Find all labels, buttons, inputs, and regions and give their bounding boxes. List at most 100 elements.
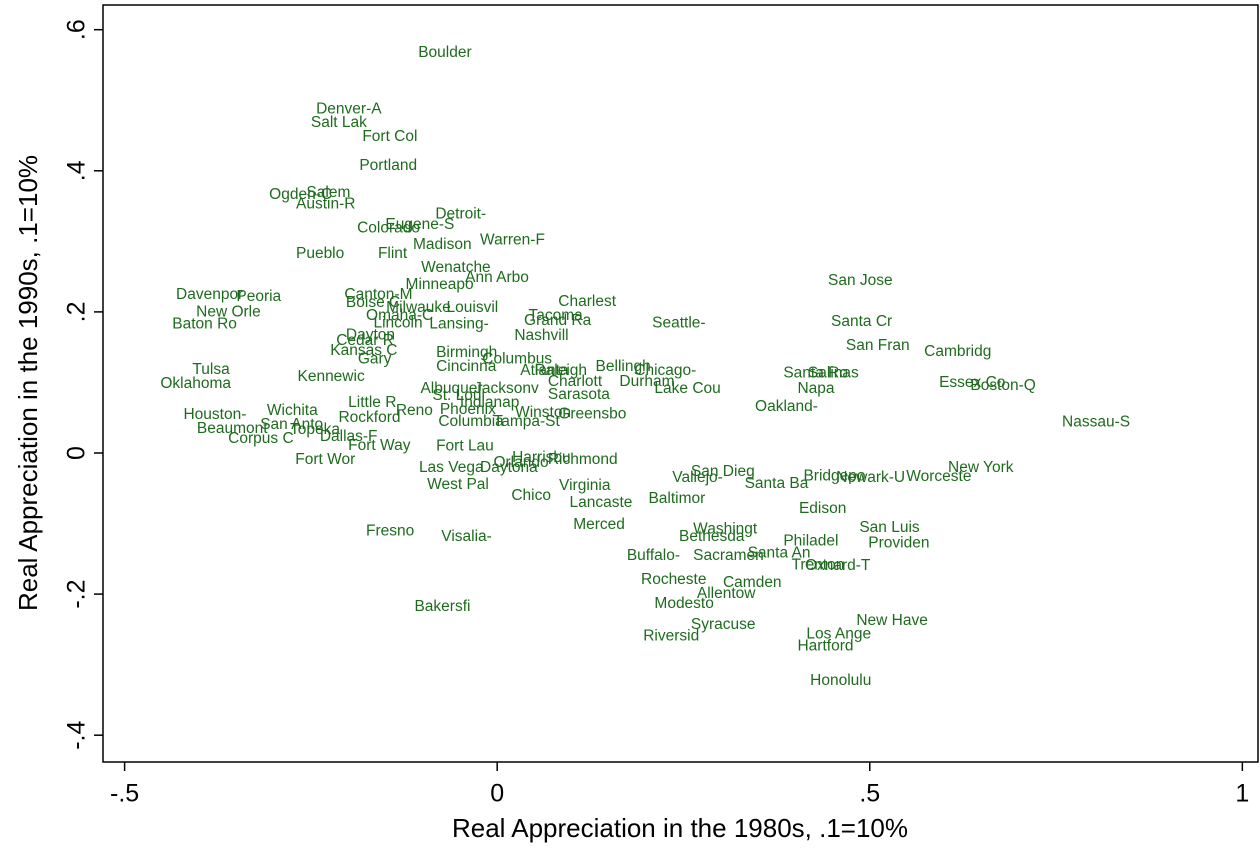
point-label: Harrisbu	[512, 449, 571, 466]
point-label: Visalia-	[441, 528, 492, 545]
point-label: Omaha-C	[366, 307, 433, 324]
point-label: Orlando	[493, 454, 548, 471]
point-label: Bakersfi	[414, 598, 470, 615]
point-label: Napa	[797, 380, 834, 397]
point-label: Trenton	[792, 556, 845, 573]
point-label: Raleigh	[534, 362, 587, 379]
point-label: Salt Lak	[311, 114, 367, 131]
point-label: Lansing-	[429, 316, 488, 333]
point-label: Santa An	[748, 544, 811, 561]
point-label: Tulsa	[192, 361, 230, 378]
point-label: Gary	[358, 350, 392, 367]
point-label: Rockford	[338, 409, 400, 426]
point-label: Charlest	[558, 293, 616, 310]
point-label: San Jose	[828, 272, 893, 289]
point-label: Oklahoma	[160, 375, 231, 392]
y-tick-label: .2	[63, 301, 91, 322]
point-label: Oakland-	[755, 398, 818, 415]
point-label: Corpus C	[228, 430, 293, 447]
point-label: Santa Cr	[831, 313, 892, 330]
point-label: Wenatche	[421, 259, 491, 276]
point-label: Oxnard-T	[805, 557, 871, 574]
point-label: Providen	[868, 534, 929, 551]
point-label: Atlanta	[520, 362, 569, 379]
point-label: Peoria	[236, 288, 281, 305]
point-label: Nashvill	[514, 327, 568, 344]
point-label: Bellingh	[596, 358, 651, 375]
point-label: Phoenix	[440, 401, 496, 418]
y-tick-label: .6	[63, 19, 91, 40]
point-label: Cambridg	[924, 343, 991, 360]
point-label: Nassau-S	[1062, 414, 1130, 431]
point-label: West Pal	[427, 476, 489, 493]
point-label: Topeka	[290, 421, 340, 438]
point-label: Essex Co	[939, 374, 1005, 391]
point-label: Minneapo	[406, 276, 474, 293]
point-label: New Orle	[196, 304, 261, 321]
point-label: Albuquer	[420, 380, 482, 397]
point-label: Allentow	[697, 585, 756, 602]
point-label: Buffalo-	[627, 547, 680, 564]
point-label: Ann Arbo	[465, 269, 529, 286]
point-label: Washingt	[693, 520, 758, 537]
point-label: Lincoln	[373, 314, 422, 331]
point-label: Chico	[511, 487, 551, 504]
point-label: Denver-A	[316, 101, 382, 118]
point-label: Colorado	[357, 220, 420, 237]
point-label: Portland	[359, 157, 417, 174]
point-label: Hartford	[797, 637, 853, 654]
plot-frame	[102, 4, 1259, 763]
x-tick-label: -.5	[110, 780, 139, 808]
point-label: San Fran	[846, 337, 910, 354]
point-label: Santa Ro	[783, 364, 848, 381]
point-label: Indianap	[460, 394, 519, 411]
point-label: Dayton	[346, 326, 395, 343]
point-label: Kennewic	[297, 368, 364, 385]
point-label: Little R	[348, 394, 396, 411]
point-label: Fort Way	[348, 437, 411, 454]
x-axis-title: Real Appreciation in the 1980s, .1=10%	[452, 813, 908, 843]
point-label: Salem	[306, 184, 350, 201]
point-label: Vallejo-	[672, 469, 723, 486]
point-label: Tampa-St	[493, 413, 560, 430]
point-label: Philadel	[783, 532, 838, 549]
point-label: Beaumont	[197, 420, 268, 437]
point-label: Austin-R	[296, 196, 355, 213]
point-label: Jacksonv	[474, 380, 539, 397]
point-label: St. Loui	[432, 387, 485, 404]
point-label: Durham	[619, 373, 674, 390]
point-label: Houston-	[183, 406, 246, 423]
point-label: Warren-F	[480, 232, 545, 249]
x-tick-label: 1	[1235, 780, 1249, 808]
point-label: Pueblo	[296, 245, 344, 262]
point-label: San Luis	[859, 519, 920, 536]
point-label: San Anto	[260, 416, 323, 433]
point-label: Cedar R	[336, 332, 394, 349]
point-label: Columbia	[438, 413, 504, 430]
point-label: Louisvil	[447, 299, 499, 316]
point-label: Flint	[378, 245, 408, 262]
point-label: Birmingh	[436, 344, 497, 361]
point-label: Columbus	[482, 350, 552, 367]
point-label: Seattle-	[652, 314, 705, 331]
point-label: Los Ange	[806, 625, 871, 642]
y-tick-label: .4	[63, 160, 91, 181]
point-label: Tacoma	[528, 307, 583, 324]
point-label: Grand Ra	[524, 312, 592, 329]
point-label: Lake Cou	[654, 380, 720, 397]
point-label: Boston-Q	[970, 377, 1035, 394]
point-label: Winston	[515, 404, 571, 421]
point-label: Cincinna	[436, 358, 497, 375]
point-label: Lancaste	[569, 494, 632, 511]
x-tick-label: .5	[859, 780, 880, 808]
y-tick-label: -.4	[63, 721, 91, 750]
point-label: Rocheste	[641, 571, 706, 588]
x-tick-label: 0	[490, 780, 504, 808]
point-label: Charlott	[548, 373, 603, 390]
point-label: Worceste	[906, 468, 971, 485]
point-label: Honolulu	[810, 672, 871, 689]
point-label: Fort Lau	[436, 438, 494, 455]
point-label: Baton Ro	[172, 316, 237, 333]
point-label: Reno	[396, 402, 433, 419]
point-label: New Have	[856, 612, 928, 629]
